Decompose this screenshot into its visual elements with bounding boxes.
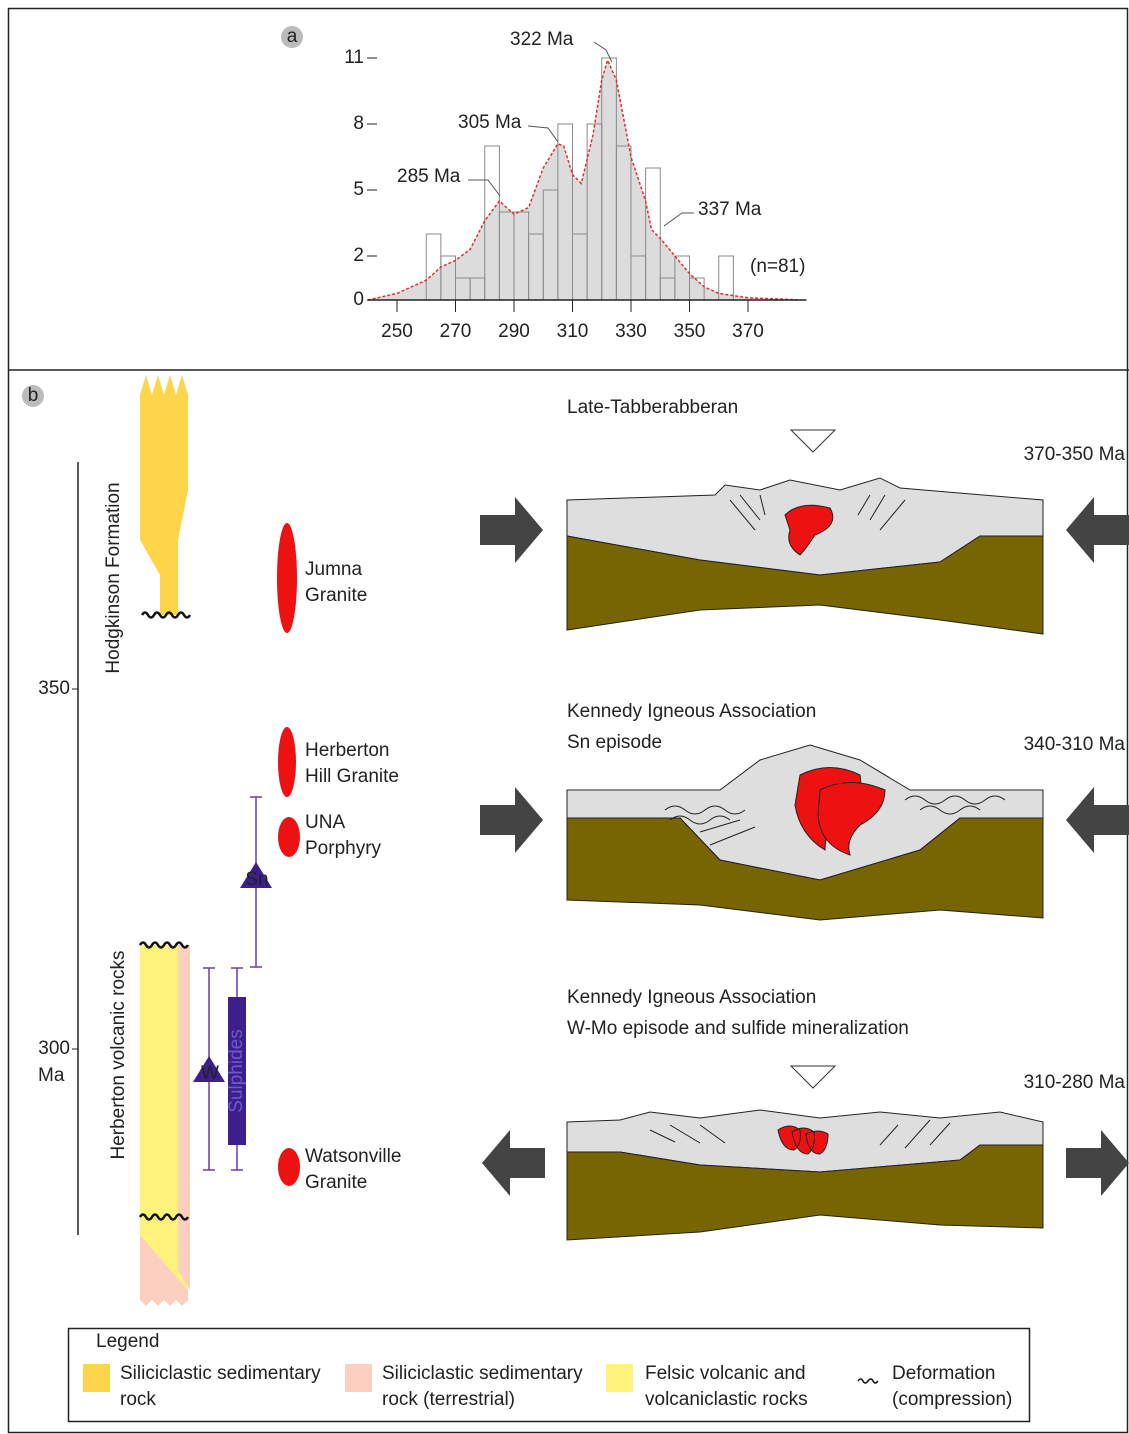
annotation: 322 Ma	[510, 29, 574, 50]
y-tick-label: 11	[344, 47, 364, 68]
formation-label: Herberton volcanic rocks	[108, 950, 129, 1159]
down-arrow	[791, 1066, 835, 1088]
leader-line	[594, 42, 612, 62]
panel-label: b	[28, 385, 39, 406]
annotation: 285 Ma	[397, 166, 461, 187]
legend-label: Deformation	[892, 1363, 996, 1384]
down-arrow	[791, 430, 835, 452]
intrusion-label: Hill Granite	[305, 766, 399, 787]
episode-title: Sn episode	[567, 732, 662, 753]
leader-line	[468, 180, 500, 196]
legend-label: Siliciclastic sedimentary	[382, 1363, 583, 1384]
mineral-label: Sulphides	[226, 1029, 247, 1112]
legend-label: Siliciclastic sedimentary	[120, 1363, 321, 1384]
intrusion-label: UNA	[305, 812, 345, 833]
episode-age: 340-310 Ma	[1024, 734, 1126, 755]
episode-title: Kennedy Igneous Association	[567, 987, 816, 1008]
intrusion	[278, 1148, 300, 1186]
intrusion	[277, 523, 297, 633]
mineral-label: Sn	[245, 869, 268, 890]
deformation	[142, 613, 190, 618]
compression-arrow	[1066, 497, 1129, 563]
x-tick-label: 290	[498, 321, 530, 342]
hodgkinson-column	[140, 375, 188, 615]
intrusion	[278, 817, 300, 857]
mineral-label: W	[201, 1063, 219, 1084]
legend-title: Legend	[96, 1331, 159, 1352]
x-tick-label: 350	[674, 321, 706, 342]
legend-label: volcaniclastic rocks	[645, 1389, 808, 1410]
legend-label: rock	[120, 1389, 156, 1410]
x-tick-label: 250	[381, 321, 413, 342]
time-label: 350	[38, 678, 70, 699]
intrusion-label: Herberton	[305, 740, 390, 761]
terrestrial-sediments	[178, 945, 190, 1290]
intrusion-label: Watsonville	[305, 1146, 401, 1167]
leader-line	[664, 213, 694, 226]
episode-title: Kennedy Igneous Association	[567, 701, 816, 722]
time-unit: Ma	[38, 1065, 65, 1086]
legend-label: (compression)	[892, 1389, 1012, 1410]
intrusion-label: Porphyry	[305, 838, 382, 859]
legend-symbol	[858, 1379, 878, 1383]
x-tick-label: 270	[440, 321, 472, 342]
legend-label: Felsic volcanic and	[645, 1363, 806, 1384]
episode-title: W-Mo episode and sulfide mineralization	[567, 1018, 909, 1039]
intrusion-label: Granite	[305, 585, 367, 606]
leader-line	[528, 126, 558, 142]
x-tick-label: 370	[732, 321, 764, 342]
episode-title: Late-Tabberabberan	[567, 397, 738, 418]
compression-arrow	[1066, 787, 1129, 853]
legend-label: rock (terrestrial)	[382, 1389, 515, 1410]
formation-label: Hodgkinson Formation	[103, 482, 124, 673]
annotation: 337 Ma	[698, 199, 762, 220]
intrusion	[278, 727, 296, 797]
x-tick-label: 310	[557, 321, 589, 342]
annotation: (n=81)	[750, 256, 805, 277]
extension-arrow	[482, 1130, 545, 1196]
intrusion-label: Granite	[305, 1172, 367, 1193]
legend-swatch	[83, 1364, 110, 1392]
compression-arrow	[480, 787, 543, 853]
time-label: 300	[38, 1038, 70, 1059]
annotation: 305 Ma	[458, 112, 522, 133]
y-tick-label: 0	[353, 289, 364, 310]
x-tick-label: 330	[615, 321, 647, 342]
legend-swatch	[345, 1364, 372, 1392]
compression-arrow	[480, 497, 543, 563]
episode-age: 370-350 Ma	[1024, 444, 1126, 465]
panel-label: a	[287, 26, 298, 47]
legend-swatch	[606, 1364, 633, 1392]
extension-arrow	[1066, 1130, 1129, 1196]
y-tick-label: 5	[353, 179, 364, 200]
cross-sections	[480, 430, 1129, 1240]
y-tick-label: 8	[353, 113, 364, 134]
y-tick-label: 2	[353, 245, 364, 266]
intrusion-label: Jumna	[305, 559, 362, 580]
figure: a 250 270 290 310 330 350 370 0 2 5 8 11 322 Ma 305 Ma…	[0, 0, 1129, 1434]
episode-age: 310-280 Ma	[1024, 1072, 1126, 1093]
